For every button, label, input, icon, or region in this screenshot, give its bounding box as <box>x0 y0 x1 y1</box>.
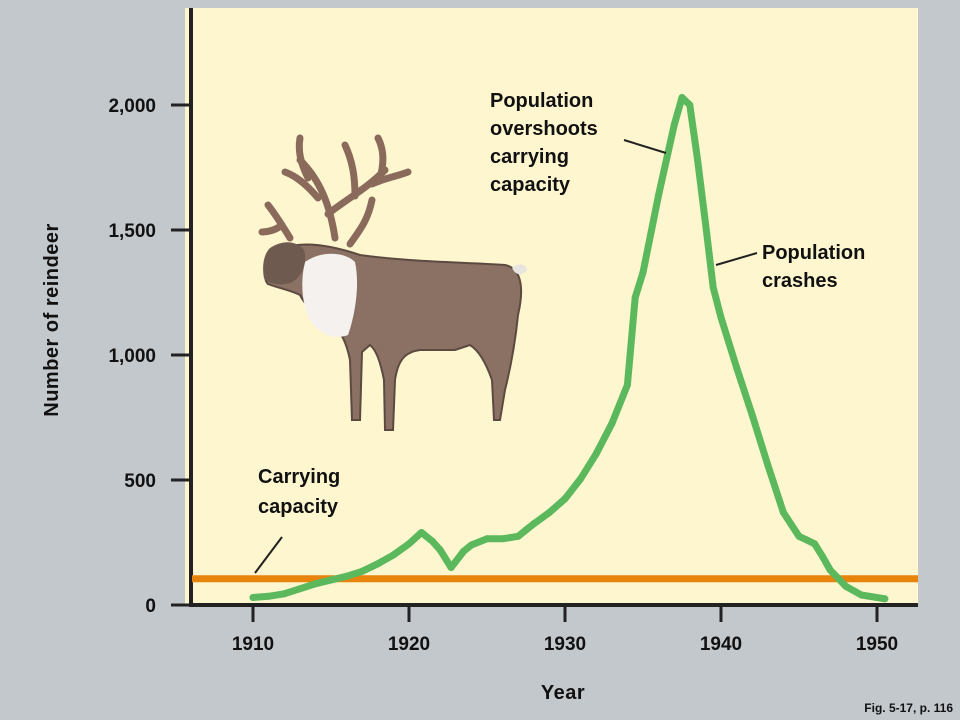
x-axis-title: Year <box>541 682 585 704</box>
population-point <box>514 532 522 540</box>
population-point <box>405 540 413 548</box>
figure-caption: Fig. 5-17, p. 116 <box>864 701 953 715</box>
population-point <box>428 537 436 545</box>
population-point <box>522 526 530 534</box>
population-point <box>296 585 304 593</box>
population-point <box>608 420 616 428</box>
annotation-line: capacity <box>490 174 571 196</box>
population-point <box>686 101 694 109</box>
x-tick-label: 1950 <box>856 634 898 655</box>
population-point <box>694 156 702 164</box>
population-point <box>842 582 850 590</box>
population-point <box>803 536 811 544</box>
annotation-line: carrying <box>490 146 569 168</box>
population-point <box>717 314 725 321</box>
overshoot-pointer <box>623 139 667 154</box>
population-point <box>881 595 889 603</box>
population-point <box>623 381 631 389</box>
population-point <box>280 590 288 598</box>
population-point <box>592 450 600 458</box>
population-point <box>826 566 834 574</box>
population-point <box>467 541 475 549</box>
population-point <box>764 461 772 469</box>
y-ticks: 0 500 1,000 1,500 2,000 <box>108 96 191 617</box>
carrying-capacity-pointer <box>254 536 283 574</box>
crash-pointer <box>715 252 758 266</box>
population-points <box>249 94 889 603</box>
annotation-line: capacity <box>258 496 339 518</box>
population-point <box>857 591 865 599</box>
y-tick-label: 2,000 <box>108 96 156 117</box>
population-point <box>265 592 273 600</box>
y-axis-title: Number of reindeer <box>41 223 63 416</box>
annotation-line: overshoots <box>490 118 598 140</box>
population-point <box>343 572 351 580</box>
population-point <box>561 495 569 503</box>
population-point <box>447 564 455 571</box>
population-point <box>795 532 803 540</box>
annotation-crash: Population crashes <box>762 242 871 292</box>
y-tick-label: 0 <box>145 596 156 617</box>
population-point <box>670 121 678 129</box>
annotation-line: crashes <box>762 270 838 292</box>
x-tick-label: 1940 <box>700 634 742 655</box>
population-point <box>417 529 425 536</box>
population-point <box>436 546 444 554</box>
population-point <box>811 540 819 548</box>
population-point <box>483 535 491 543</box>
population-point <box>545 509 553 516</box>
population-point <box>748 411 756 419</box>
y-tick-label: 500 <box>124 471 156 492</box>
population-point <box>374 560 382 568</box>
population-point <box>499 535 507 543</box>
reindeer-illustration <box>258 134 527 431</box>
y-tick-label: 1,000 <box>108 346 156 367</box>
population-point <box>358 567 366 575</box>
population-point <box>701 219 709 226</box>
population-point <box>639 269 647 276</box>
population-point <box>733 364 741 371</box>
annotation-overshoot: Population overshoots carrying capacity <box>490 90 603 196</box>
x-tick-label: 1910 <box>232 634 274 655</box>
annotation-carrying-capacity: Carrying capacity <box>258 466 346 518</box>
annotation-line: Carrying <box>258 466 340 488</box>
population-point <box>631 294 639 301</box>
population-point <box>460 547 468 555</box>
population-point <box>311 580 319 588</box>
population-point <box>389 551 397 559</box>
y-tick-label: 1,500 <box>108 221 156 242</box>
population-point <box>655 191 663 199</box>
population-point <box>577 475 585 483</box>
x-tick-label: 1920 <box>388 634 430 655</box>
annotation-line: Population <box>762 242 865 264</box>
x-tick-label: 1930 <box>544 634 586 655</box>
population-point <box>249 594 257 601</box>
population-point <box>530 520 538 528</box>
population-point <box>779 509 787 516</box>
population-point <box>327 576 335 584</box>
annotation-line: Population <box>490 90 593 112</box>
population-point <box>818 552 826 560</box>
population-point <box>678 94 686 101</box>
x-ticks: 1910 1920 1930 1940 1950 <box>232 605 898 655</box>
population-point <box>709 284 717 291</box>
